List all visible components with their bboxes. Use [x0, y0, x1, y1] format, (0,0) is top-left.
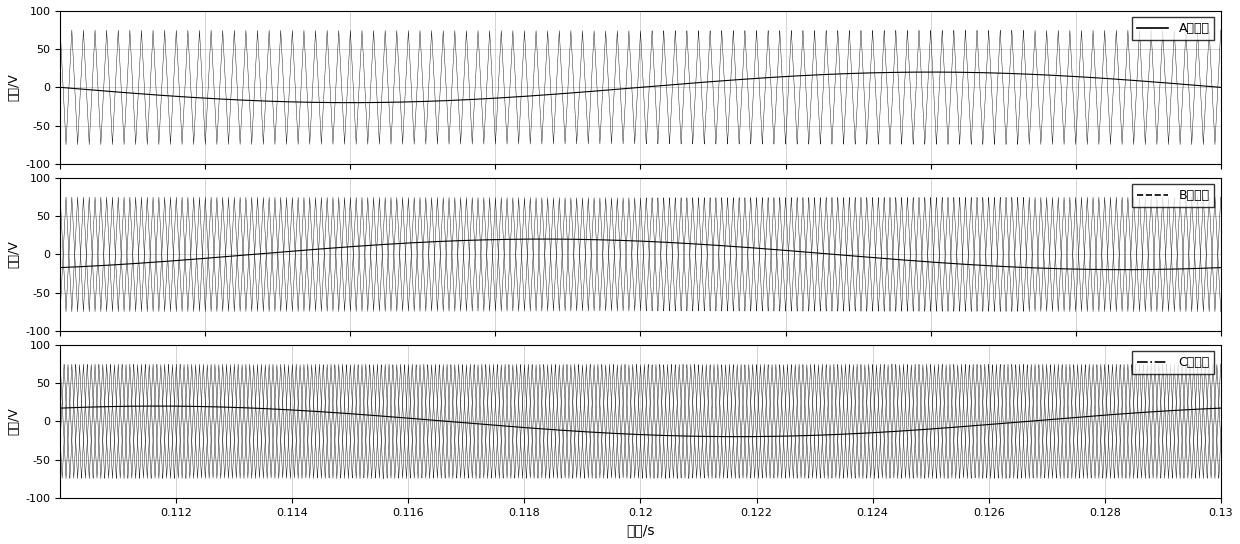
- Y-axis label: 电压/V: 电压/V: [7, 407, 20, 435]
- Legend: C相载波: C相载波: [1132, 351, 1214, 374]
- X-axis label: 时间/s: 时间/s: [626, 523, 655, 537]
- Y-axis label: 电压/V: 电压/V: [7, 73, 20, 101]
- Y-axis label: 电压/V: 电压/V: [7, 240, 20, 268]
- Legend: B相载波: B相载波: [1132, 184, 1214, 207]
- Legend: A相载波: A相载波: [1132, 17, 1214, 40]
